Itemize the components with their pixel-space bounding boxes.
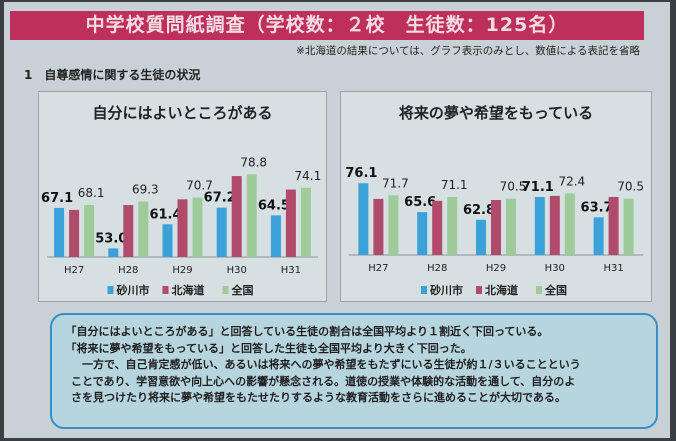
x-tick-label: H28	[118, 265, 138, 276]
summary-line: さを見つけたり将来に夢や希望をもたせたりするような教育活動をさらに進めることが大…	[60, 391, 566, 404]
data-label: 62.8	[463, 203, 495, 218]
bar-砂川市-H27	[54, 207, 65, 257]
summary-line: 「将来に夢や希望をもっている」と回答した生徒も全国平均より大きく下回った。	[60, 341, 472, 355]
bar-北海道-H27	[373, 198, 384, 255]
chart-plot: 67.1 68.1 H27 53.0 69.3 H28 61.4 70.7 H29 67.2 78.…	[41, 155, 322, 297]
data-label: 67.2	[204, 191, 236, 206]
bar-北海道-H31	[285, 189, 296, 257]
legend-swatch	[421, 286, 427, 294]
chart-future-hopes: 将来の夢や希望をもっている 76.1 71.7 H27 65.6 71.1 H28 62.8…	[340, 91, 652, 302]
legend-swatch	[536, 286, 542, 294]
bar-北海道-H30	[231, 176, 242, 257]
bar-全国-H28	[447, 196, 458, 255]
bar-全国-H30	[564, 193, 575, 255]
data-label: 76.1	[345, 166, 377, 181]
data-label: 68.1	[78, 186, 105, 200]
data-label: 71.7	[382, 176, 409, 190]
x-tick-label: H29	[486, 263, 506, 274]
summary-line: 一方で、自己肯定感が低い、あるいは将来への夢や希望をもたずにいる生徒が約１/３い…	[60, 358, 581, 371]
legend-label: 砂川市	[117, 283, 150, 297]
bar-砂川市-H31	[270, 215, 281, 257]
summary-box: 「自分にはよいところがある」と回答している生徒の割合は全国平均より１割近く下回っ…	[50, 313, 658, 429]
legend-label: 全国	[544, 283, 567, 297]
bar-砂川市-H30	[216, 207, 227, 257]
x-tick-label: H31	[603, 263, 623, 274]
data-label: 70.5	[617, 180, 644, 194]
bar-北海道-H31	[608, 196, 619, 255]
bar-全国-H27	[84, 205, 95, 257]
data-label: 70.5	[500, 180, 527, 194]
x-tick-label: H30	[545, 263, 565, 274]
bar-砂川市-H28	[108, 248, 119, 257]
bar-全国-H29	[506, 198, 516, 255]
legend-label: 北海道	[485, 283, 518, 297]
bar-全国-H31	[300, 187, 311, 257]
bar-北海道-H29	[177, 199, 188, 257]
data-label: 78.8	[240, 155, 267, 169]
data-label: 74.1	[295, 169, 322, 183]
data-label: 70.7	[186, 179, 213, 193]
data-label: 72.4	[558, 174, 585, 188]
legend-swatch	[476, 286, 482, 294]
summary-line: ことであり、学習意欲や向上心への影響が懸念される。道徳の授業や体験的な活動を通し…	[60, 374, 576, 388]
bar-砂川市-H28	[417, 212, 428, 255]
bar-北海道-H29	[491, 200, 501, 255]
bar-全国-H29	[192, 197, 203, 257]
data-label: 69.3	[132, 183, 159, 197]
legend-swatch	[222, 286, 229, 294]
bar-北海道-H28	[123, 205, 134, 257]
document-page: 中学校質問紙調査（学校数：２校 生徒数：125名） ※北海道の結果については、グ…	[4, 2, 670, 438]
bar-全国-H27	[388, 195, 399, 255]
bar-北海道-H27	[69, 209, 80, 257]
bar-全国-H28	[138, 201, 149, 257]
bar-北海道-H28	[432, 200, 443, 255]
chart-title: 将来の夢や希望をもっている	[398, 104, 594, 122]
x-tick-label: H28	[427, 263, 447, 274]
bar-全国-H31	[623, 198, 634, 255]
page-title: 中学校質問紙調査（学校数：２校 生徒数：125名）	[10, 11, 644, 40]
x-tick-label: H31	[281, 265, 301, 276]
x-tick-label: H27	[64, 265, 84, 276]
data-label: 65.6	[404, 195, 436, 210]
bar-砂川市-H30	[534, 196, 545, 255]
data-label: 53.0	[95, 231, 127, 246]
data-label: 64.5	[258, 198, 290, 213]
section-heading: 1 自尊感情に関する生徒の状況	[24, 68, 201, 82]
bar-北海道-H30	[549, 195, 560, 255]
legend-swatch	[162, 286, 169, 294]
data-label: 61.4	[149, 207, 181, 222]
bar-砂川市-H27	[358, 183, 369, 255]
legend-label: 全国	[231, 283, 254, 297]
bar-砂川市-H31	[593, 217, 604, 255]
legend-label: 北海道	[172, 283, 205, 297]
legend-label: 砂川市	[430, 283, 463, 297]
data-label: 63.7	[581, 200, 613, 215]
legend-swatch	[107, 286, 114, 294]
chart-title: 自分にはよいところがある	[92, 104, 273, 122]
bar-砂川市-H29	[162, 224, 173, 257]
data-label: 71.1	[522, 180, 554, 195]
x-tick-label: H27	[368, 263, 388, 274]
x-tick-label: H30	[227, 265, 247, 276]
bar-砂川市-H29	[476, 219, 486, 255]
bar-全国-H30	[246, 174, 257, 257]
chart-self-esteem: 自分にはよいところがある 67.1 68.1 H27 53.0 69.3 H28 61.4 7…	[38, 91, 327, 302]
x-tick-label: H29	[172, 265, 192, 276]
data-label: 67.1	[41, 191, 73, 206]
chart-plot: 76.1 71.7 H27 65.6 71.1 H28 62.8 70.5 H29 71.1 72.…	[345, 166, 644, 297]
summary-line: 「自分にはよいところがある」と回答している生徒の割合は全国平均より１割近く下回っ…	[60, 325, 549, 338]
hokkaido-note: ※北海道の結果については、グラフ表示のみとし、数値による表記を省略	[296, 45, 640, 57]
data-label: 71.1	[441, 178, 468, 192]
